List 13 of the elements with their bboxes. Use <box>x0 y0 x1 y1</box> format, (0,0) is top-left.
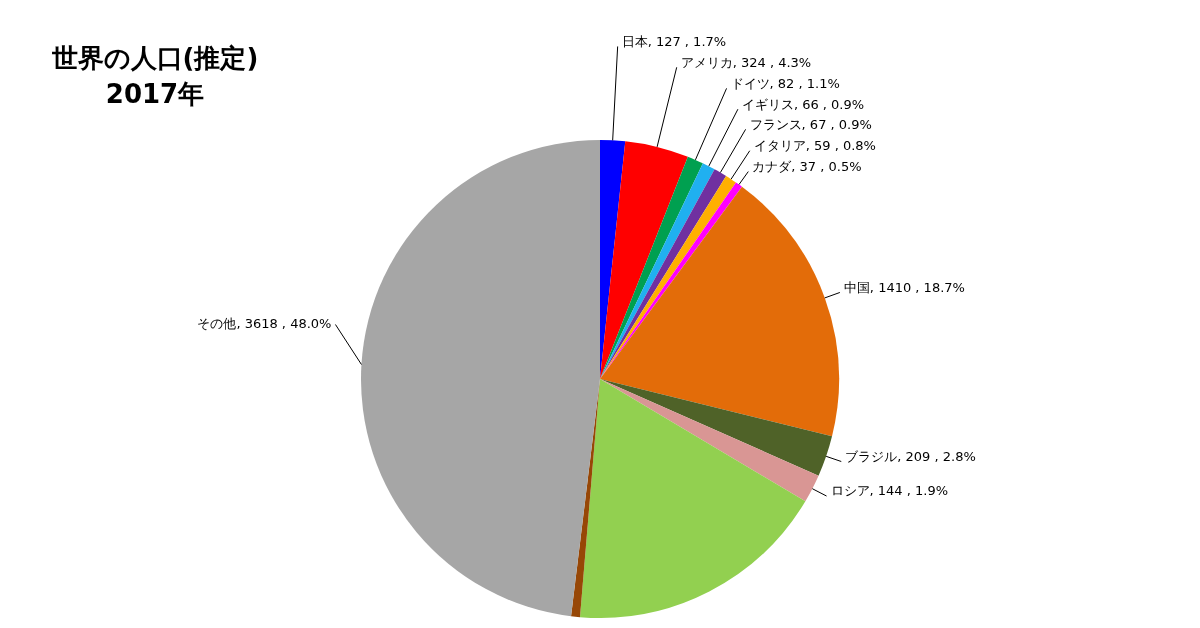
slice-label: 日本, 127 , 1.7% <box>621 33 727 49</box>
slice-label: ドイツ, 82 , 1.1% <box>730 75 840 91</box>
slice-label: アメリカ, 324 , 4.3% <box>680 54 812 70</box>
slice-label: イタリア, 59 , 0.8% <box>753 138 876 154</box>
slice-label: フランス, 67 , 0.9% <box>749 116 872 132</box>
slice-label: カナダ, 37 , 0.5% <box>752 158 862 174</box>
chart-title: 世界の人口(推定) <box>50 42 260 75</box>
slice-label: 中国, 1410 , 18.7% <box>843 279 965 295</box>
slice-label: イギリス, 66 , 0.9% <box>741 96 865 112</box>
slice-label: ロシア, 144 , 1.9% <box>830 483 949 499</box>
slice-label: その他, 3618 , 48.0% <box>197 315 332 331</box>
slice-label: ブラジル, 209 , 2.8% <box>845 448 976 464</box>
text: 2017年 <box>104 78 206 111</box>
